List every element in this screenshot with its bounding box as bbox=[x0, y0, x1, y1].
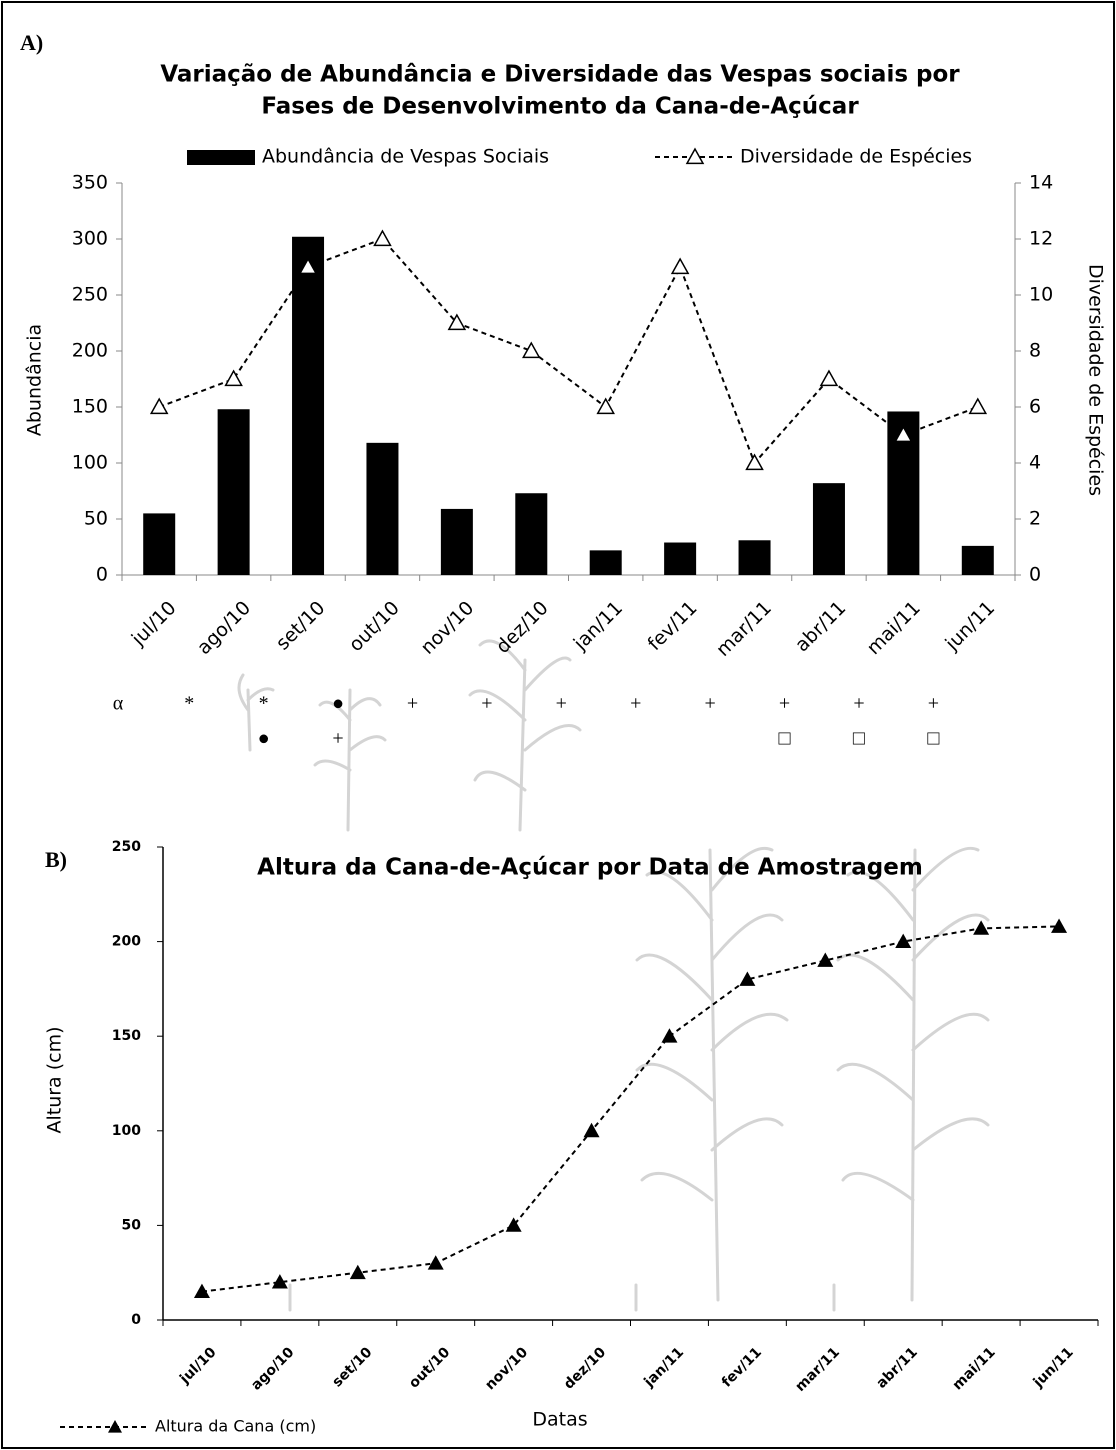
annotation-symbol: □ bbox=[927, 728, 939, 750]
y2-tick-label: 0 bbox=[1029, 564, 1041, 586]
y2-tick-label: 14 bbox=[1029, 172, 1053, 194]
annotation-symbol: + bbox=[853, 693, 864, 715]
y2-tick-label: 6 bbox=[1029, 396, 1041, 418]
chart-title: Variação de Abundância e Diversidade das… bbox=[160, 62, 960, 88]
y2-axis-title: Diversidade de Espécies bbox=[1085, 264, 1107, 496]
y-axis-title: Altura (cm) bbox=[44, 1026, 66, 1133]
annotation-symbol: ● bbox=[258, 728, 270, 750]
line-marker bbox=[895, 933, 912, 948]
line-marker bbox=[973, 920, 990, 935]
line-marker bbox=[739, 971, 756, 986]
line-marker bbox=[968, 397, 988, 415]
annotation-symbol: + bbox=[407, 693, 418, 715]
annotation-symbol: □ bbox=[853, 728, 865, 750]
y2-tick-label: 2 bbox=[1029, 508, 1041, 530]
y2-tick-label: 4 bbox=[1029, 452, 1041, 474]
y-tick-label: 150 bbox=[112, 1028, 141, 1044]
line-marker bbox=[373, 229, 392, 247]
bar bbox=[961, 545, 994, 575]
legend-label: Abundância de Vespas Sociais bbox=[262, 146, 549, 168]
annotation-symbol: * bbox=[184, 693, 194, 715]
annotation-symbol: + bbox=[332, 728, 343, 750]
y-tick-label: 100 bbox=[72, 452, 108, 474]
bar bbox=[143, 513, 176, 575]
line-marker bbox=[819, 369, 839, 387]
y-tick-label: 350 bbox=[72, 172, 108, 194]
annotation-symbol: + bbox=[481, 693, 492, 715]
annotation-symbol: * bbox=[259, 693, 269, 715]
annotation-symbol: □ bbox=[778, 728, 790, 750]
y-tick-label: 100 bbox=[112, 1123, 141, 1139]
line-marker bbox=[817, 952, 834, 967]
series-line bbox=[201, 925, 1060, 1293]
bar bbox=[440, 508, 473, 575]
line-marker bbox=[505, 1217, 522, 1232]
y-tick-label: 300 bbox=[72, 228, 108, 250]
annotation-symbol: + bbox=[779, 693, 790, 715]
y-tick-label: 0 bbox=[96, 564, 108, 586]
bar bbox=[292, 236, 325, 575]
line-marker bbox=[193, 1283, 210, 1299]
bar bbox=[812, 483, 845, 575]
line-marker bbox=[149, 397, 169, 415]
line-marker bbox=[661, 1028, 678, 1043]
y-tick-label: 0 bbox=[131, 1312, 141, 1328]
line-marker bbox=[427, 1255, 444, 1270]
line-marker bbox=[670, 257, 690, 275]
line-marker bbox=[894, 425, 913, 443]
bar bbox=[515, 493, 548, 575]
bar bbox=[366, 442, 399, 575]
chart-title: Altura da Cana-de-Açúcar por Data de Amo… bbox=[257, 855, 923, 881]
y-tick-label: 50 bbox=[122, 1217, 142, 1233]
panel-label: A) bbox=[20, 30, 43, 55]
legend-label: Altura da Cana (cm) bbox=[155, 1417, 316, 1436]
y-tick-label: 50 bbox=[84, 508, 108, 530]
legend-label: Diversidade de Espécies bbox=[740, 146, 972, 168]
y2-tick-label: 12 bbox=[1029, 228, 1053, 250]
line-marker bbox=[583, 1122, 600, 1138]
y-tick-label: 200 bbox=[72, 340, 108, 362]
annotation-symbol: + bbox=[630, 693, 641, 715]
line-marker bbox=[447, 313, 467, 331]
bar bbox=[664, 542, 697, 575]
line-marker bbox=[522, 341, 541, 359]
line-marker bbox=[1051, 918, 1068, 933]
chart-title: Fases de Desenvolvimento da Cana-de-Açúc… bbox=[261, 94, 859, 120]
annotation-label: α bbox=[113, 693, 124, 715]
y2-tick-label: 8 bbox=[1029, 340, 1041, 362]
x-axis-title: Datas bbox=[532, 1409, 587, 1431]
bar bbox=[217, 409, 250, 575]
legend-swatch bbox=[187, 150, 255, 165]
series-line bbox=[158, 237, 979, 465]
line-marker bbox=[271, 1274, 288, 1289]
legend-marker bbox=[685, 147, 705, 165]
y-tick-label: 250 bbox=[72, 284, 108, 306]
bar bbox=[738, 540, 771, 575]
annotation-symbol: + bbox=[704, 693, 715, 715]
sugarcane-illustration bbox=[237, 639, 990, 1312]
line-marker bbox=[745, 453, 764, 471]
annotation-symbol: + bbox=[556, 693, 567, 715]
panel-label: B) bbox=[45, 847, 67, 872]
line-marker bbox=[349, 1264, 366, 1280]
y-tick-label: 200 bbox=[112, 934, 141, 950]
y2-tick-label: 10 bbox=[1029, 284, 1053, 306]
line-marker bbox=[298, 257, 318, 275]
legend-marker bbox=[108, 1420, 122, 1433]
bar bbox=[589, 550, 622, 575]
annotation-symbol: + bbox=[928, 693, 939, 715]
y-axis-title: Abundância bbox=[24, 324, 46, 436]
y-tick-label: 250 bbox=[112, 839, 141, 855]
annotation-symbol: ● bbox=[332, 693, 344, 715]
y-tick-label: 150 bbox=[72, 396, 108, 418]
line-marker bbox=[224, 369, 243, 387]
line-marker bbox=[596, 397, 615, 415]
